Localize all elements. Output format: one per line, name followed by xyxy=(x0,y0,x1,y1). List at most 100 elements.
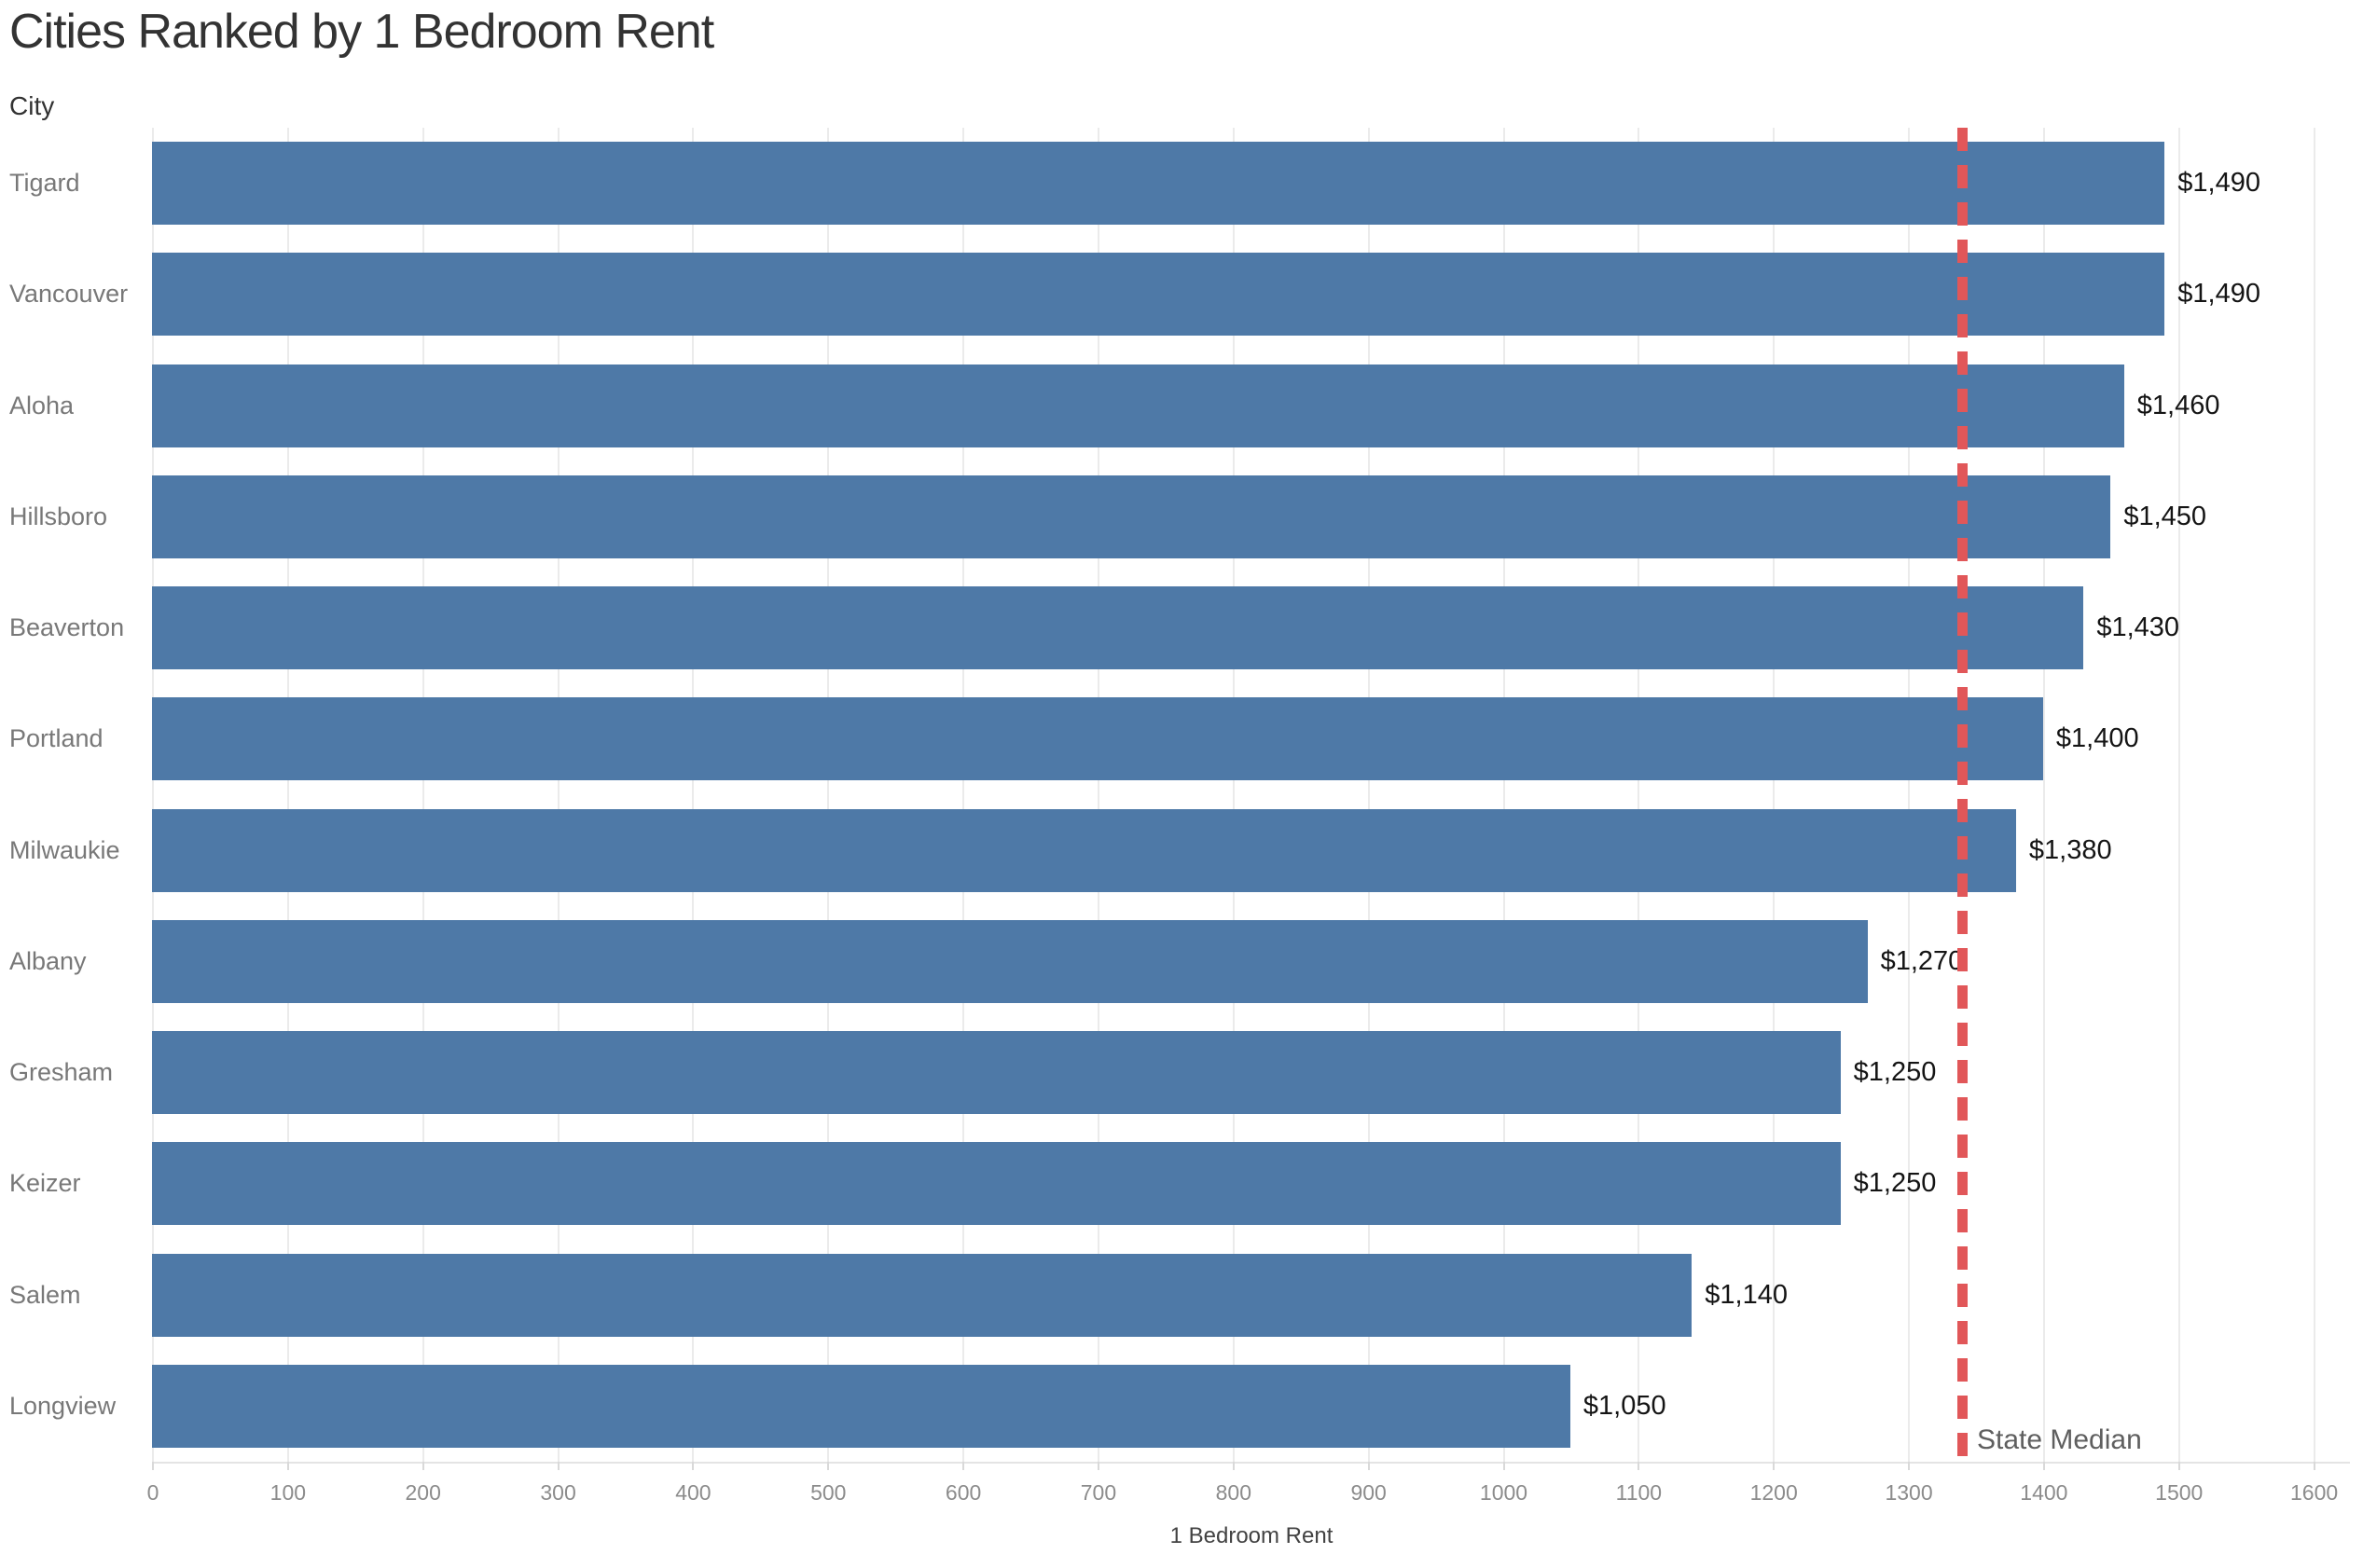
x-tick-mark xyxy=(1908,1462,1911,1470)
bar-row: $1,400 xyxy=(152,683,2350,794)
x-tick-label: 700 xyxy=(1080,1480,1117,1505)
bar-portland[interactable] xyxy=(152,697,2043,781)
gridline xyxy=(1097,128,1099,1462)
category-label-hillsboro: Hillsboro xyxy=(9,502,108,530)
category-label-salem: Salem xyxy=(9,1280,81,1309)
gridline xyxy=(152,128,154,1462)
x-tick-label: 1000 xyxy=(1479,1480,1528,1505)
x-tick-label: 0 xyxy=(146,1480,159,1505)
category-label-milwaukie: Milwaukie xyxy=(9,835,120,864)
gridline xyxy=(1773,128,1776,1462)
category-label-beaverton: Beaverton xyxy=(9,613,125,642)
chart-title: Cities Ranked by 1 Bedroom Rent xyxy=(9,5,714,59)
bar-row: $1,050 xyxy=(152,1351,2350,1462)
gridline xyxy=(1502,128,1505,1462)
x-tick-label: 1200 xyxy=(1749,1480,1798,1505)
bar-value-label: $1,140 xyxy=(1705,1279,1788,1310)
x-axis-line xyxy=(152,1462,2350,1464)
bar-rows: $1,490 $1,490 $1,460 $1,450 $1,430 $1,400 $1,3… xyxy=(152,128,2350,1462)
gridline xyxy=(2177,128,2180,1462)
bar-row: $1,250 xyxy=(152,1128,2350,1239)
state-median-reference-line xyxy=(1956,128,1968,1462)
y-axis-header: City xyxy=(9,91,55,120)
bar-row: $1,490 xyxy=(152,128,2350,239)
bar-row: $1,380 xyxy=(152,795,2350,906)
bar-row: $1,460 xyxy=(152,351,2350,461)
bar-milwaukie[interactable] xyxy=(152,808,2016,892)
x-axis: 0 100 200 300 400 500 600 700 800 900 1000 1100 1200… xyxy=(147,1462,2350,1568)
bar-value-label: $1,400 xyxy=(2055,723,2139,754)
x-tick-mark xyxy=(1773,1462,1776,1470)
x-tick-mark xyxy=(1502,1462,1505,1470)
x-tick-mark xyxy=(286,1462,289,1470)
bar-value-label: $1,380 xyxy=(2028,834,2112,865)
gridline xyxy=(1232,128,1235,1462)
category-label-albany: Albany xyxy=(9,946,87,975)
bar-value-label: $1,050 xyxy=(1582,1390,1666,1421)
x-tick-mark xyxy=(557,1462,560,1470)
bar-row: $1,250 xyxy=(152,1017,2350,1128)
x-tick-mark xyxy=(2313,1462,2315,1470)
gridline xyxy=(557,128,560,1462)
bar-value-label: $1,450 xyxy=(2123,501,2207,531)
bar-value-label: $1,270 xyxy=(1880,945,1964,976)
x-tick-label: 900 xyxy=(1350,1480,1387,1505)
bar-keizer[interactable] xyxy=(152,1142,1841,1226)
bar-vancouver[interactable] xyxy=(152,253,2165,337)
x-tick-label: 400 xyxy=(675,1480,712,1505)
gridline xyxy=(2042,128,2045,1462)
bar-value-label: $1,490 xyxy=(2177,168,2260,199)
x-tick-mark xyxy=(421,1462,424,1470)
bar-value-label: $1,430 xyxy=(2096,612,2180,643)
bar-albany[interactable] xyxy=(152,919,1868,1003)
x-tick-mark xyxy=(152,1462,154,1470)
state-median-label: State Median xyxy=(1976,1424,2142,1455)
category-label-gresham: Gresham xyxy=(9,1058,114,1087)
bar-value-label: $1,490 xyxy=(2177,279,2260,309)
bar-aloha[interactable] xyxy=(152,364,2124,447)
bar-row: $1,490 xyxy=(152,239,2350,350)
y-axis-labels: Tigard Vancouver Aloha Hillsboro Beaverton Po… xyxy=(0,128,152,1462)
bar-longview[interactable] xyxy=(152,1364,1570,1448)
bar-gresham[interactable] xyxy=(152,1031,1841,1115)
x-tick-label: 1100 xyxy=(1615,1480,1663,1505)
x-tick-mark xyxy=(827,1462,830,1470)
x-tick-label: 300 xyxy=(540,1480,576,1505)
x-tick-label: 100 xyxy=(269,1480,307,1505)
bar-value-label: $1,250 xyxy=(1853,1168,1937,1199)
gridline xyxy=(1908,128,1911,1462)
x-tick-label: 1400 xyxy=(2020,1480,2068,1505)
x-tick-label: 1300 xyxy=(1885,1480,1933,1505)
bar-value-label: $1,460 xyxy=(2136,390,2220,420)
x-tick-mark xyxy=(2042,1462,2045,1470)
bar-beaverton[interactable] xyxy=(152,586,2084,670)
bar-row: $1,140 xyxy=(152,1240,2350,1351)
x-tick-label: 1500 xyxy=(2155,1480,2204,1505)
gridline xyxy=(692,128,695,1462)
x-tick-label: 500 xyxy=(810,1480,847,1505)
x-axis-title: 1 Bedroom Rent xyxy=(1169,1523,1334,1548)
x-tick-label: 800 xyxy=(1215,1480,1251,1505)
gridline xyxy=(962,128,965,1462)
gridline xyxy=(2313,128,2315,1462)
category-label-longview: Longview xyxy=(9,1391,117,1420)
gridline xyxy=(1367,128,1370,1462)
category-label-vancouver: Vancouver xyxy=(9,280,129,309)
bar-salem[interactable] xyxy=(152,1253,1693,1337)
gridline xyxy=(421,128,424,1462)
x-tick-label: 1600 xyxy=(2290,1480,2339,1505)
gridline xyxy=(827,128,830,1462)
x-tick-mark xyxy=(1097,1462,1099,1470)
x-tick-mark xyxy=(1367,1462,1370,1470)
x-tick-mark xyxy=(1232,1462,1235,1470)
x-tick-mark xyxy=(2177,1462,2180,1470)
bar-value-label: $1,250 xyxy=(1853,1057,1937,1088)
x-tick-mark xyxy=(1638,1462,1640,1470)
category-label-aloha: Aloha xyxy=(9,391,75,420)
category-label-tigard: Tigard xyxy=(9,169,80,198)
bar-tigard[interactable] xyxy=(152,142,2165,226)
x-tick-mark xyxy=(962,1462,965,1470)
gridline xyxy=(1638,128,1640,1462)
bar-hillsboro[interactable] xyxy=(152,475,2111,558)
